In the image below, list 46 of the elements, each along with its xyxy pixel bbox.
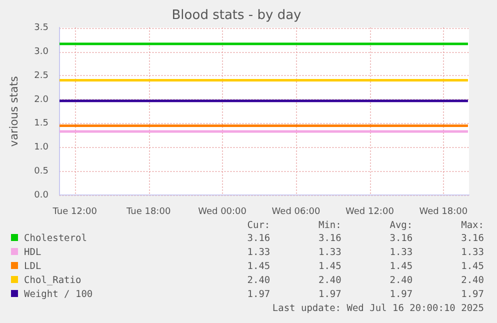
legend-label: Weight / 100 (23, 288, 94, 302)
y-axis-title: various stats (7, 76, 20, 147)
x-tick-label: Wed 12:00 (345, 206, 394, 217)
text: 1.97 (246, 288, 272, 302)
x-tick-label: Wed 18:00 (419, 206, 468, 217)
text: 3.16 (317, 232, 342, 246)
x-tick-label: Wed 00:00 (198, 206, 247, 217)
text: 1.45 (246, 260, 272, 274)
text: 1.45 (460, 260, 485, 274)
x-tick-label: Wed 06:00 (272, 206, 320, 217)
text: 1.33 (317, 246, 342, 260)
y-tick-label: 0.5 (34, 166, 49, 177)
text: 1.97 (460, 288, 485, 302)
text: 1.45 (388, 260, 414, 274)
legend-label: Cholesterol (23, 232, 88, 246)
legend-label: LDL (23, 260, 42, 274)
x-tick-label: Tue 12:00 (52, 206, 98, 217)
text: 3.16 (246, 232, 272, 246)
text: 1.33 (388, 246, 414, 260)
legend-label: Chol_Ratio (23, 274, 82, 288)
text: 1.33 (460, 246, 485, 260)
y-tick-label: 1.0 (34, 142, 49, 153)
text: Min: (317, 220, 342, 232)
text: 3.16 (460, 232, 485, 246)
y-tick-label: 3.0 (34, 46, 49, 57)
text: Max: (460, 220, 485, 232)
chart-title: Blood stats - by day (172, 8, 302, 24)
y-tick-label: 0.0 (34, 190, 49, 201)
text: 1.97 (317, 288, 342, 302)
text: 1.33 (246, 246, 272, 260)
text: 2.40 (460, 274, 485, 288)
text: 1.97 (388, 288, 414, 302)
text: 3.16 (388, 232, 414, 246)
y-tick-label: 2.5 (34, 70, 49, 81)
text: 2.40 (246, 274, 272, 288)
text: 2.40 (317, 274, 342, 288)
legend-label: HDL (23, 246, 42, 260)
text: 2.40 (388, 274, 414, 288)
y-tick-label: 2.0 (34, 94, 49, 105)
text: Avg: (388, 220, 414, 232)
y-tick-label: 3.5 (34, 22, 49, 33)
text: 1.45 (317, 260, 342, 274)
y-tick-label: 1.5 (34, 118, 49, 129)
text: Cur: (246, 220, 272, 232)
x-tick-label: Tue 18:00 (125, 206, 171, 217)
text: Last update: Wed Jul 16 20:00:10 2025 (271, 302, 485, 315)
